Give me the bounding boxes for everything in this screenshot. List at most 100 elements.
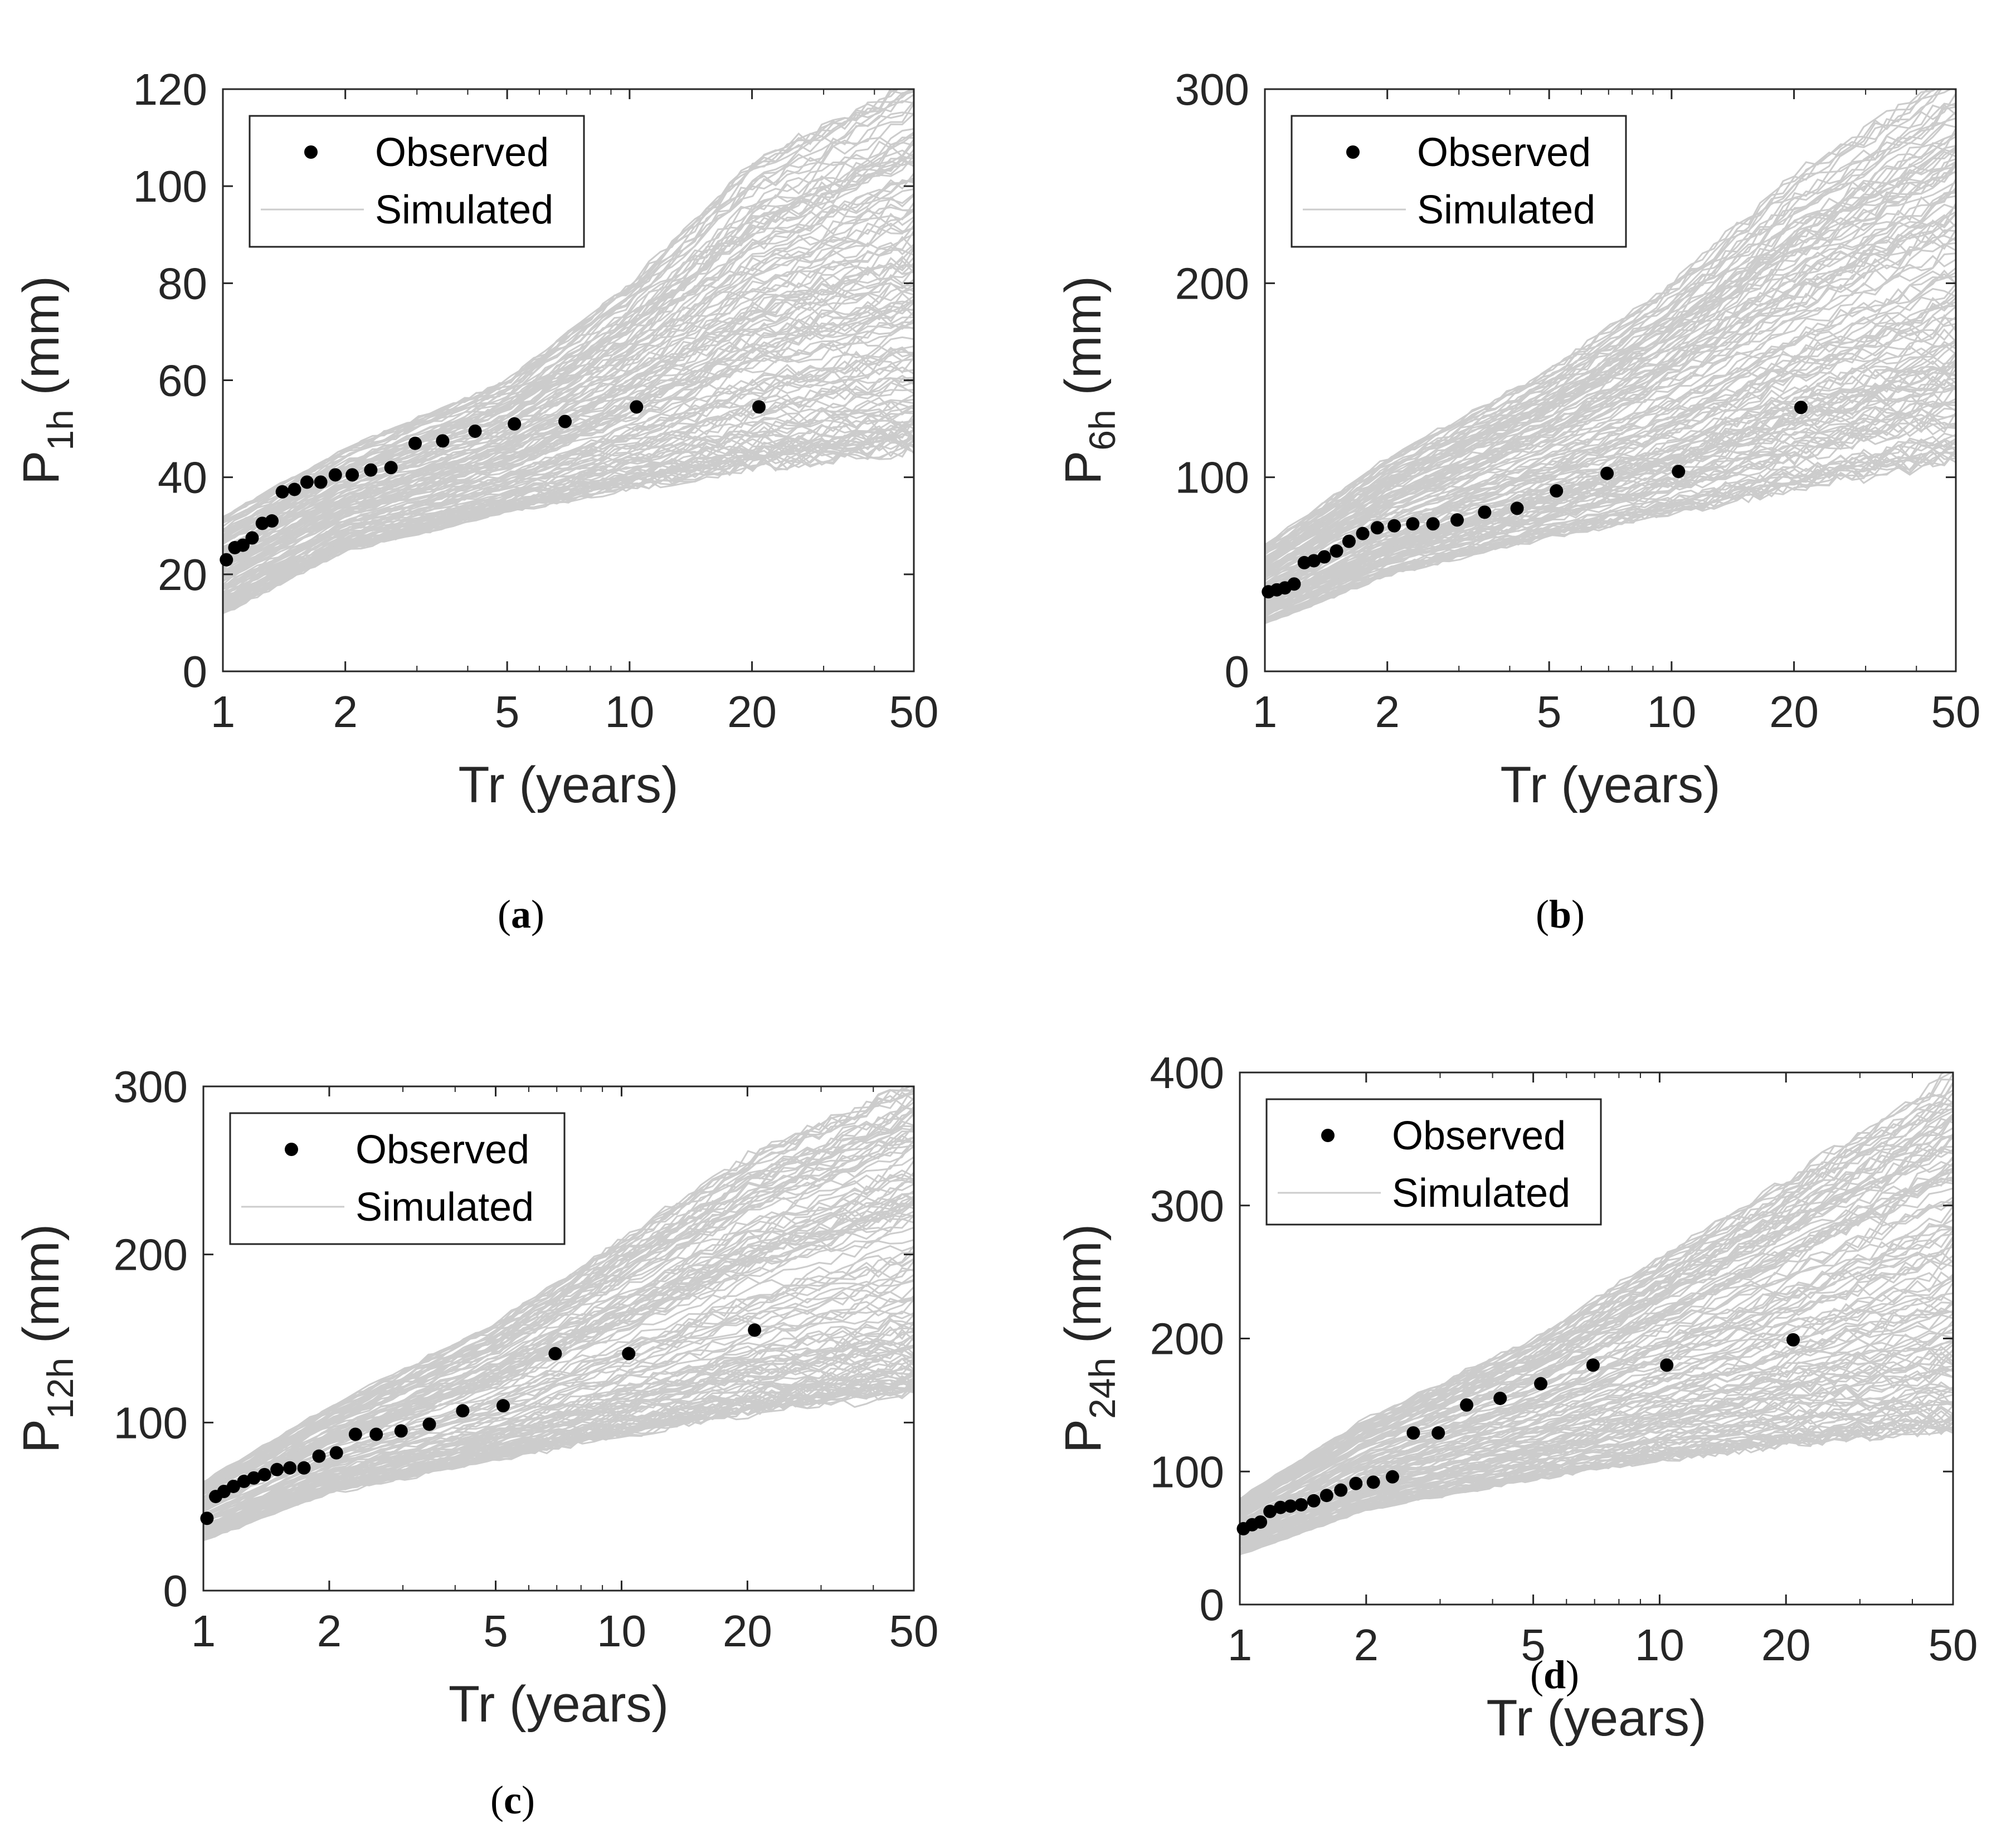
simulated-line [1265, 328, 1956, 598]
observed-point [1307, 554, 1321, 568]
simulated-line [203, 1299, 914, 1525]
observed-point [558, 415, 572, 428]
simulated-line [203, 1319, 914, 1529]
x-tick-label: 2 [1375, 687, 1400, 737]
simulated-line [223, 437, 914, 612]
observed-point [288, 482, 301, 496]
observed-point [1263, 1504, 1277, 1518]
observed-point [1534, 1377, 1548, 1391]
simulated-line [1240, 1385, 1953, 1549]
y-tick-label: 200 [1175, 259, 1249, 308]
y-tick-label: 40 [158, 453, 207, 503]
simulated-line [1240, 1255, 1953, 1528]
simulated-line [203, 1383, 914, 1540]
y-tick-label: 80 [158, 259, 207, 308]
observed-point [220, 553, 233, 567]
simulated-line [1265, 451, 1956, 623]
simulated-line [1265, 148, 1956, 562]
observed-point [348, 1427, 362, 1441]
simulated-line [1265, 368, 1956, 608]
simulated-line [1265, 104, 1956, 552]
simulated-line [223, 230, 914, 557]
legend-box [1291, 115, 1627, 248]
observed-point [314, 475, 328, 489]
observed-point [247, 1471, 261, 1485]
simulated-line [223, 281, 914, 569]
legend-simulated-label: Simulated [1417, 188, 1595, 232]
observed-point [226, 1479, 240, 1493]
simulated-line [1265, 388, 1956, 612]
x-tick-label: 5 [1521, 1620, 1546, 1670]
simulated-line [203, 1156, 914, 1498]
simulated-line [223, 136, 914, 530]
y-tick-label: 0 [163, 1566, 188, 1616]
simulated-line [1265, 448, 1956, 623]
y-tick-label: 60 [158, 356, 207, 406]
y-tick-label: 100 [133, 162, 207, 211]
x-tick-label: 5 [1537, 687, 1562, 737]
observed-point [1385, 1470, 1399, 1484]
simulated-line [1265, 407, 1956, 612]
observed-point [1600, 466, 1614, 480]
simulated-line [1240, 1373, 1953, 1549]
y-tick-label: 300 [1175, 65, 1249, 114]
y-tick-label: 300 [114, 1062, 188, 1111]
y-tick-label: 20 [158, 550, 207, 599]
x-tick-label: 1 [191, 1606, 216, 1656]
simulated-line [1240, 1149, 1953, 1510]
simulated-series [1265, 89, 1956, 625]
panel-b: 1 2 5 10 20 50 0 100 200 300 Tr (years) P6h (mm) Obs… [1055, 65, 1980, 937]
simulated-line [203, 1298, 914, 1524]
x-tick-label: 1 [1253, 687, 1278, 737]
simulated-line [1265, 103, 1956, 554]
observed-point [328, 468, 342, 482]
observed-point [1794, 401, 1808, 415]
legend-observed-marker [1321, 1129, 1335, 1142]
simulated-line [203, 1353, 914, 1535]
y-tick-label: 300 [1150, 1181, 1224, 1231]
y-tick-label: 400 [1150, 1048, 1224, 1098]
x-axis-label: Tr (years) [1486, 1690, 1706, 1747]
x-tick-label: 1 [1228, 1620, 1253, 1670]
simulated-line [1265, 342, 1956, 601]
panel-label: (c) [490, 1778, 535, 1822]
simulated-line [1265, 242, 1956, 581]
observed-point [384, 461, 398, 475]
simulated-line [1265, 418, 1956, 616]
simulated-line [1240, 1279, 1953, 1532]
observed-point [436, 434, 450, 448]
observed-point [622, 1347, 636, 1361]
observed-point [1586, 1358, 1600, 1372]
observed-point [364, 463, 378, 477]
simulated-line [203, 1381, 914, 1540]
simulated-line [1265, 203, 1956, 572]
simulated-line [1265, 401, 1956, 615]
observed-point [1274, 1500, 1288, 1514]
observed-point [257, 1467, 271, 1481]
simulated-line [223, 326, 914, 582]
x-axis-label: Tr (years) [1500, 757, 1720, 813]
observed-point [1307, 1494, 1321, 1508]
simulated-line [223, 345, 914, 590]
simulated-line [223, 100, 914, 524]
observed-point [270, 1462, 284, 1476]
simulated-line [1240, 1262, 1953, 1530]
axes-box [1264, 88, 1957, 672]
observed-point [345, 468, 359, 482]
x-tick-label: 20 [1761, 1620, 1811, 1670]
axes-box [202, 1085, 915, 1592]
observed-point [1426, 517, 1440, 531]
simulated-line [1265, 379, 1956, 607]
observed-point [752, 400, 766, 414]
simulated-line [203, 1367, 914, 1537]
y-tick-label: 100 [1175, 453, 1249, 503]
simulated-series [1240, 1072, 1953, 1556]
observed-series [1236, 1333, 1800, 1535]
simulated-line [223, 89, 913, 519]
observed-point [1356, 526, 1370, 540]
x-tick-label: 10 [1635, 1620, 1684, 1670]
simulated-line [203, 1267, 914, 1518]
simulated-line [1265, 89, 1952, 548]
legend-observed-marker [1346, 145, 1360, 159]
simulated-line [223, 302, 914, 578]
